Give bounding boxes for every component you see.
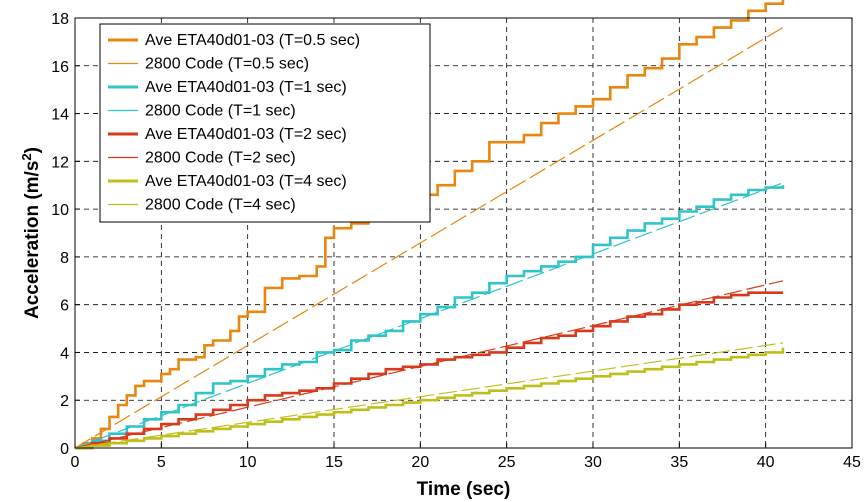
series-line-5 (74, 280, 784, 449)
legend: Ave ETA40d01-03 (T=0.5 sec) 2800 Code (T=… (99, 23, 431, 223)
series-layer (74, 0, 785, 450)
series-line-2 (75, 185, 785, 450)
legend-label-0: Ave ETA40d01-03 (T=0.5 sec) (145, 32, 360, 49)
y-tick-label: 4 (60, 345, 69, 362)
series-line-6 (75, 347, 785, 450)
y-tick-label: 8 (60, 250, 69, 267)
x-tick-label: 25 (498, 454, 516, 471)
y-tick-label: 12 (51, 154, 69, 171)
legend-label-7: 2800 Code (T=4 sec) (145, 197, 296, 214)
y-axis-label-close: ) (22, 147, 43, 153)
y-axis-label-main: Acceleration (m/s (22, 161, 43, 319)
series-line-3 (74, 182, 784, 449)
legend-label-4: Ave ETA40d01-03 (T=2 sec) (145, 126, 347, 143)
x-tick-label: 30 (584, 454, 602, 471)
x-tick-label: 35 (670, 454, 688, 471)
y-axis-label: Acceleration (m/s2) (19, 147, 43, 319)
plot-frame (74, 17, 853, 449)
x-tick-label: 15 (325, 454, 343, 471)
y-tick-label: 18 (51, 11, 69, 28)
legend-label-5: 2800 Code (T=2 sec) (145, 150, 296, 167)
series-line-0 (75, 0, 785, 450)
x-axis-label: Time (sec) (417, 479, 511, 500)
x-tick-label: 40 (757, 454, 775, 471)
y-tick-label: 6 (60, 298, 69, 315)
x-tick-label: 0 (71, 454, 80, 471)
ticks: 0 5 10 15 20 25 30 35 40 45 0 2 4 6 8 10 12 14 16 18 (51, 11, 861, 471)
legend-box (99, 23, 431, 223)
series-line-4 (75, 291, 783, 450)
series-line-7 (74, 342, 784, 449)
x-tick-label: 10 (239, 454, 257, 471)
y-tick-label: 10 (51, 202, 69, 219)
y-tick-label: 16 (51, 59, 69, 76)
legend-label-6: Ave ETA40d01-03 (T=4 sec) (145, 173, 347, 190)
y-tick-label: 2 (60, 393, 69, 410)
y-axis-label-sup: 2 (19, 153, 34, 160)
x-tick-label: 5 (157, 454, 166, 471)
legend-label-3: 2800 Code (T=1 sec) (145, 103, 296, 120)
y-tick-label: 14 (51, 107, 69, 124)
legend-label-2: Ave ETA40d01-03 (T=1 sec) (145, 79, 347, 96)
x-tick-label: 20 (411, 454, 429, 471)
y-tick-label: 0 (60, 441, 69, 458)
legend-label-1: 2800 Code (T=0.5 sec) (145, 56, 309, 73)
x-tick-label: 45 (843, 454, 861, 471)
